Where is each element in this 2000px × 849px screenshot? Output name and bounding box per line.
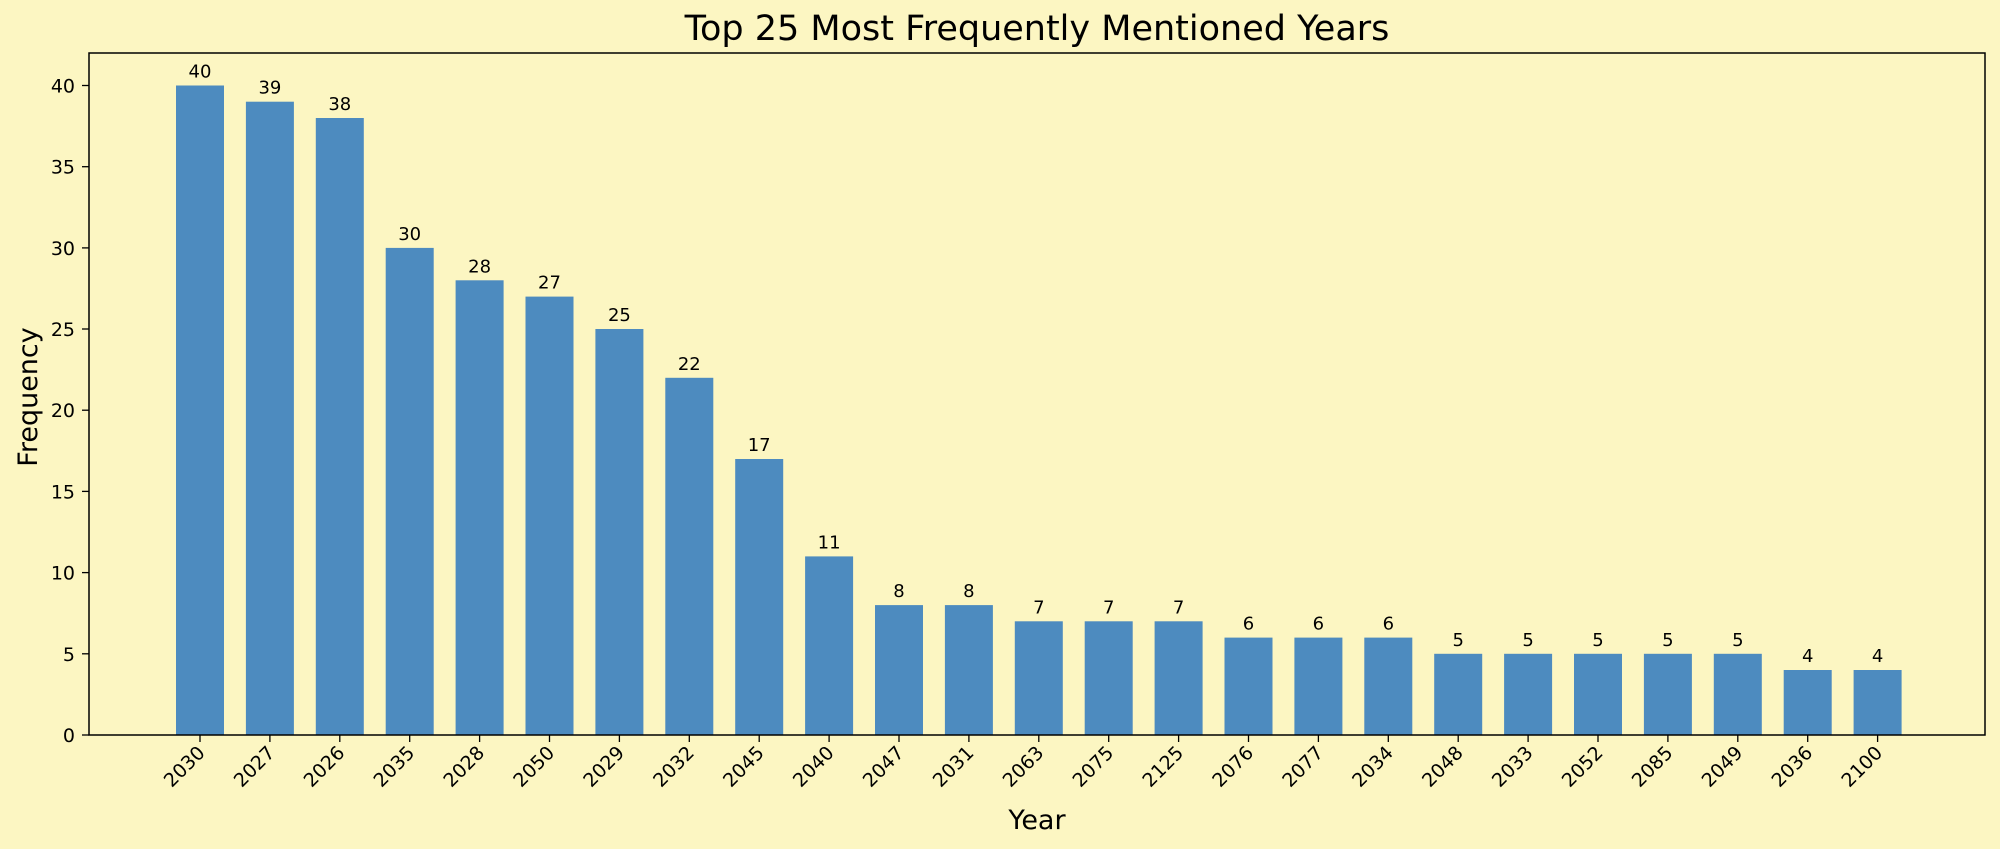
data-label-2075: 7	[1103, 597, 1114, 618]
data-label-2028: 28	[468, 256, 491, 277]
bar-2031	[944, 605, 993, 735]
data-label-2029: 25	[608, 305, 631, 326]
bar-2076	[1224, 637, 1273, 735]
y-tick-label-10: 10	[51, 563, 75, 585]
bar-2049	[1713, 653, 1762, 735]
chart-title: Top 25 Most Frequently Mentioned Years	[684, 9, 1390, 49]
bar-2045	[735, 459, 784, 735]
bar-2027	[245, 101, 294, 735]
bar-2029	[595, 329, 644, 735]
bar-2100	[1853, 670, 1902, 735]
data-label-2100: 4	[1872, 646, 1883, 667]
plot-frame	[88, 52, 1986, 736]
y-tick-label-0: 0	[63, 725, 75, 747]
data-label-2031: 8	[963, 581, 974, 602]
bar-2077	[1294, 637, 1343, 735]
y-tick-label-20: 20	[51, 400, 75, 422]
data-label-2026: 38	[328, 94, 351, 115]
bar-2063	[1014, 621, 1063, 735]
bar-2036	[1783, 670, 1832, 735]
data-label-2063: 7	[1033, 597, 1044, 618]
x-axis-label: Year	[1007, 805, 1066, 836]
data-label-2033: 5	[1522, 630, 1533, 651]
bar-2034	[1364, 637, 1413, 735]
bar-2052	[1574, 653, 1622, 735]
data-label-2050: 27	[538, 273, 561, 294]
y-axis-label: Frequency	[13, 327, 44, 467]
data-label-2085: 5	[1662, 630, 1673, 651]
data-label-2125: 7	[1173, 597, 1184, 618]
bar-2085	[1643, 653, 1692, 735]
bar-2030	[176, 85, 224, 735]
bar-2026	[315, 118, 364, 735]
bar-2075	[1084, 621, 1133, 735]
bar-2035	[385, 247, 434, 735]
bar-2040	[805, 556, 854, 735]
data-label-2045: 17	[748, 435, 771, 456]
y-tick-label-30: 30	[51, 238, 75, 260]
y-tick-label-25: 25	[51, 319, 75, 341]
y-tick-label-15: 15	[51, 481, 75, 503]
y-tick-label-40: 40	[51, 76, 75, 98]
bar-2032	[665, 377, 714, 735]
bar-2028	[455, 280, 504, 735]
data-label-2047: 8	[893, 581, 904, 602]
data-label-2076: 6	[1243, 614, 1254, 635]
data-label-2049: 5	[1732, 630, 1743, 651]
bar-2047	[875, 605, 923, 735]
data-label-2036: 4	[1802, 646, 1813, 667]
bar-2048	[1434, 653, 1483, 735]
data-label-2027: 39	[258, 78, 281, 99]
bar-2125	[1154, 621, 1203, 735]
y-tick-label-35: 35	[51, 157, 75, 179]
data-label-2077: 6	[1313, 614, 1324, 635]
plot-area: 4020303920273820263020352820282720502520…	[51, 52, 1986, 792]
data-label-2052: 5	[1592, 630, 1603, 651]
data-label-2030: 40	[189, 62, 212, 83]
data-label-2048: 5	[1452, 630, 1463, 651]
data-label-2034: 6	[1383, 614, 1394, 635]
data-label-2035: 30	[398, 224, 421, 245]
y-tick-label-5: 5	[63, 644, 75, 666]
data-label-2032: 22	[678, 354, 701, 375]
bar-2033	[1504, 653, 1553, 735]
data-label-2040: 11	[818, 532, 841, 553]
bar-2050	[525, 296, 574, 735]
